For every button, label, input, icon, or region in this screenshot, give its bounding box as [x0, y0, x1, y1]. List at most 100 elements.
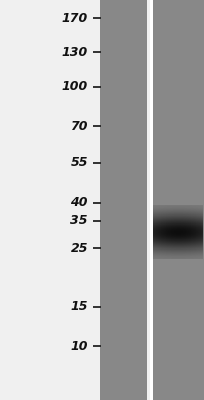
Bar: [185, 236, 186, 237]
Bar: [180, 217, 181, 218]
Bar: [179, 250, 180, 251]
Bar: [189, 245, 190, 246]
Bar: [153, 230, 154, 231]
Bar: [202, 258, 203, 259]
Bar: [196, 255, 197, 256]
Bar: [190, 217, 191, 218]
Bar: [189, 243, 190, 244]
Bar: [181, 254, 182, 255]
Bar: [187, 252, 188, 253]
Bar: [176, 206, 177, 207]
Bar: [193, 243, 194, 244]
Bar: [180, 254, 181, 255]
Bar: [192, 219, 193, 220]
Bar: [195, 237, 196, 238]
Bar: [196, 245, 197, 246]
Bar: [194, 216, 195, 217]
Bar: [191, 223, 192, 224]
Bar: [160, 212, 161, 213]
Bar: [157, 255, 158, 256]
Bar: [197, 235, 198, 236]
Bar: [196, 241, 197, 242]
Bar: [165, 249, 166, 250]
Bar: [180, 212, 181, 213]
Bar: [157, 251, 158, 252]
Bar: [180, 233, 181, 234]
Bar: [159, 208, 160, 209]
Bar: [163, 257, 164, 258]
Bar: [194, 246, 195, 247]
Bar: [180, 232, 181, 233]
Bar: [154, 252, 155, 253]
Bar: [188, 219, 189, 220]
Bar: [190, 255, 191, 256]
Bar: [172, 208, 173, 209]
Bar: [189, 211, 190, 212]
Bar: [195, 214, 196, 215]
Bar: [173, 213, 174, 214]
Bar: [161, 225, 162, 226]
Bar: [198, 256, 199, 257]
Bar: [165, 233, 166, 234]
Bar: [177, 242, 178, 243]
Bar: [179, 251, 180, 252]
Bar: [177, 221, 178, 222]
Bar: [165, 231, 166, 232]
Bar: [189, 208, 190, 209]
Bar: [153, 208, 154, 209]
Bar: [178, 249, 179, 250]
Bar: [192, 251, 193, 252]
Bar: [182, 235, 183, 236]
Bar: [177, 231, 178, 232]
Bar: [162, 241, 163, 242]
Bar: [195, 209, 196, 210]
Bar: [174, 251, 175, 252]
Bar: [154, 245, 155, 246]
Bar: [171, 215, 172, 216]
Bar: [186, 251, 187, 252]
Bar: [181, 252, 182, 253]
Bar: [195, 213, 196, 214]
Bar: [178, 233, 179, 234]
Bar: [180, 248, 181, 249]
Bar: [172, 220, 173, 221]
Bar: [168, 249, 169, 250]
Bar: [172, 232, 173, 233]
Bar: [180, 222, 181, 223]
Bar: [201, 255, 202, 256]
Bar: [187, 254, 188, 255]
Bar: [162, 247, 163, 248]
Bar: [167, 234, 168, 235]
Bar: [198, 247, 199, 248]
Bar: [163, 244, 164, 245]
Bar: [176, 251, 177, 252]
Bar: [196, 244, 197, 245]
Bar: [192, 225, 193, 226]
Bar: [195, 208, 196, 209]
Bar: [171, 246, 172, 247]
Bar: [194, 213, 195, 214]
Bar: [173, 229, 174, 230]
Bar: [174, 253, 175, 254]
Bar: [165, 230, 166, 231]
Bar: [179, 256, 180, 257]
Bar: [195, 222, 196, 223]
Bar: [160, 245, 161, 246]
Bar: [160, 240, 161, 241]
Bar: [155, 236, 156, 237]
Bar: [195, 249, 196, 250]
Bar: [176, 247, 177, 248]
Bar: [166, 231, 167, 232]
Bar: [195, 207, 196, 208]
Bar: [180, 206, 181, 207]
Bar: [171, 213, 172, 214]
Bar: [167, 240, 168, 241]
Bar: [178, 211, 179, 212]
Bar: [171, 206, 172, 207]
Bar: [161, 244, 162, 245]
Bar: [161, 227, 162, 228]
Bar: [174, 211, 175, 212]
Bar: [193, 246, 194, 247]
Bar: [195, 258, 196, 259]
Bar: [199, 242, 200, 243]
